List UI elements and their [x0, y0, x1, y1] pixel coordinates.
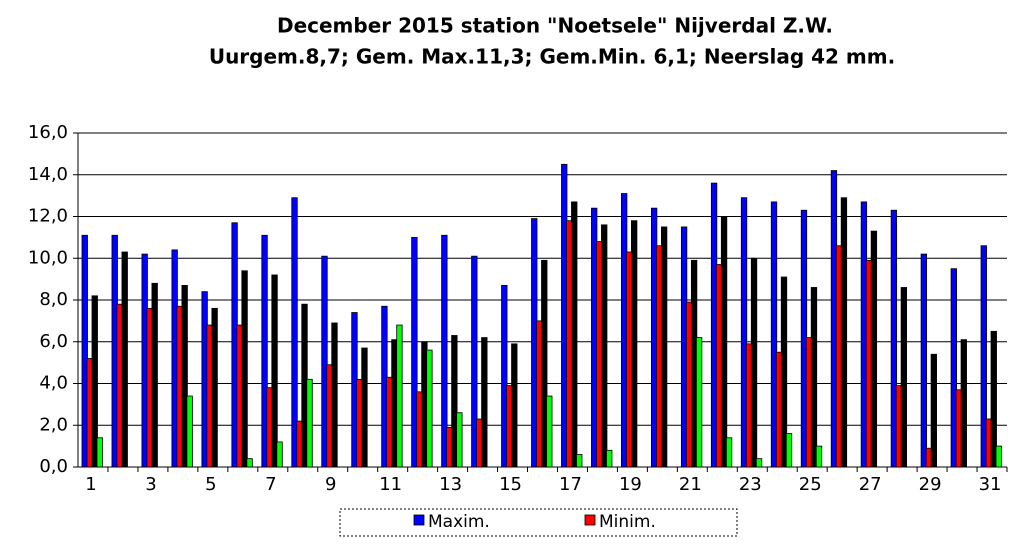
bar [780, 276, 788, 468]
bar [291, 197, 298, 468]
y-tick-label: 6,0 [39, 331, 68, 352]
bar [571, 201, 578, 468]
y-tick-label: 4,0 [39, 373, 68, 394]
bar [606, 449, 613, 468]
bar [541, 259, 548, 468]
bar [456, 412, 463, 468]
bar [261, 234, 268, 468]
bar [695, 337, 703, 468]
bar [451, 335, 458, 468]
bar [631, 220, 638, 468]
x-tick-label: 9 [325, 474, 336, 495]
bar [840, 197, 848, 468]
y-tick-label: 8,0 [39, 289, 68, 310]
bar [361, 347, 368, 468]
bar [815, 445, 823, 468]
bar [246, 458, 253, 468]
x-tick-label: 25 [799, 474, 822, 495]
bar [211, 307, 218, 468]
chart-subtitle: Uurgem.8,7; Gem. Max.11,3; Gem.Min. 6,1;… [209, 45, 895, 69]
x-tick-label: 19 [619, 474, 642, 495]
x-tick-label: 15 [499, 474, 522, 495]
bar [91, 295, 98, 468]
bar [890, 209, 898, 468]
bar [426, 349, 433, 468]
bar [241, 270, 248, 468]
bar [81, 234, 88, 468]
bar [660, 226, 668, 468]
legend-swatch [584, 514, 596, 526]
y-tick-label: 14,0 [28, 164, 68, 185]
x-tick-label: 11 [379, 474, 402, 495]
x-tick-label: 29 [919, 474, 942, 495]
y-tick-label: 10,0 [28, 247, 68, 268]
bar [601, 224, 608, 468]
bar [441, 234, 448, 468]
legend-swatch [413, 514, 425, 526]
bar [995, 445, 1002, 468]
chart-title: December 2015 station "Noetsele" Nijverd… [277, 14, 833, 38]
bar [321, 255, 328, 468]
bar [121, 251, 128, 468]
bar [810, 287, 818, 468]
bar [276, 441, 283, 468]
bar [755, 458, 763, 468]
bar [770, 201, 778, 468]
bar [950, 268, 957, 468]
y-tick-label: 0,0 [39, 456, 68, 477]
bar [785, 433, 793, 468]
x-tick-label: 27 [859, 474, 882, 495]
bar [481, 337, 488, 468]
x-tick-label: 1 [85, 474, 96, 495]
bar [501, 284, 508, 468]
x-tick-label: 17 [559, 474, 582, 495]
bar [186, 395, 193, 468]
bar [396, 324, 403, 468]
bar [96, 437, 103, 468]
bar [306, 378, 313, 468]
x-tick-label: 31 [979, 474, 1002, 495]
x-tick-label: 13 [439, 474, 462, 495]
bar [990, 330, 997, 468]
x-tick-label: 23 [739, 474, 762, 495]
bar [411, 236, 418, 468]
bar [331, 322, 338, 468]
bar [980, 245, 987, 468]
bar [271, 274, 278, 468]
bar [546, 395, 553, 468]
bar [750, 257, 758, 468]
legend-label: Maxim. [428, 512, 490, 532]
bar [725, 437, 733, 468]
bar [576, 454, 583, 468]
bar [930, 353, 937, 468]
x-tick-label: 3 [145, 474, 156, 495]
legend-box [339, 508, 738, 537]
bar [471, 255, 478, 468]
bar [181, 284, 188, 468]
bar [511, 343, 518, 468]
x-tick-label: 21 [679, 474, 702, 495]
y-tick-label: 16,0 [28, 122, 68, 143]
y-tick-label: 12,0 [28, 206, 68, 227]
y-tick-label: 2,0 [39, 414, 68, 435]
bar [740, 197, 748, 468]
x-tick-label: 7 [265, 474, 276, 495]
bar [151, 282, 158, 468]
bar [920, 253, 927, 468]
bar [960, 339, 967, 468]
bar [720, 216, 728, 468]
bar [900, 287, 908, 468]
legend-label: Minim. [599, 512, 656, 532]
x-tick-label: 5 [205, 474, 216, 495]
bar [870, 230, 878, 468]
